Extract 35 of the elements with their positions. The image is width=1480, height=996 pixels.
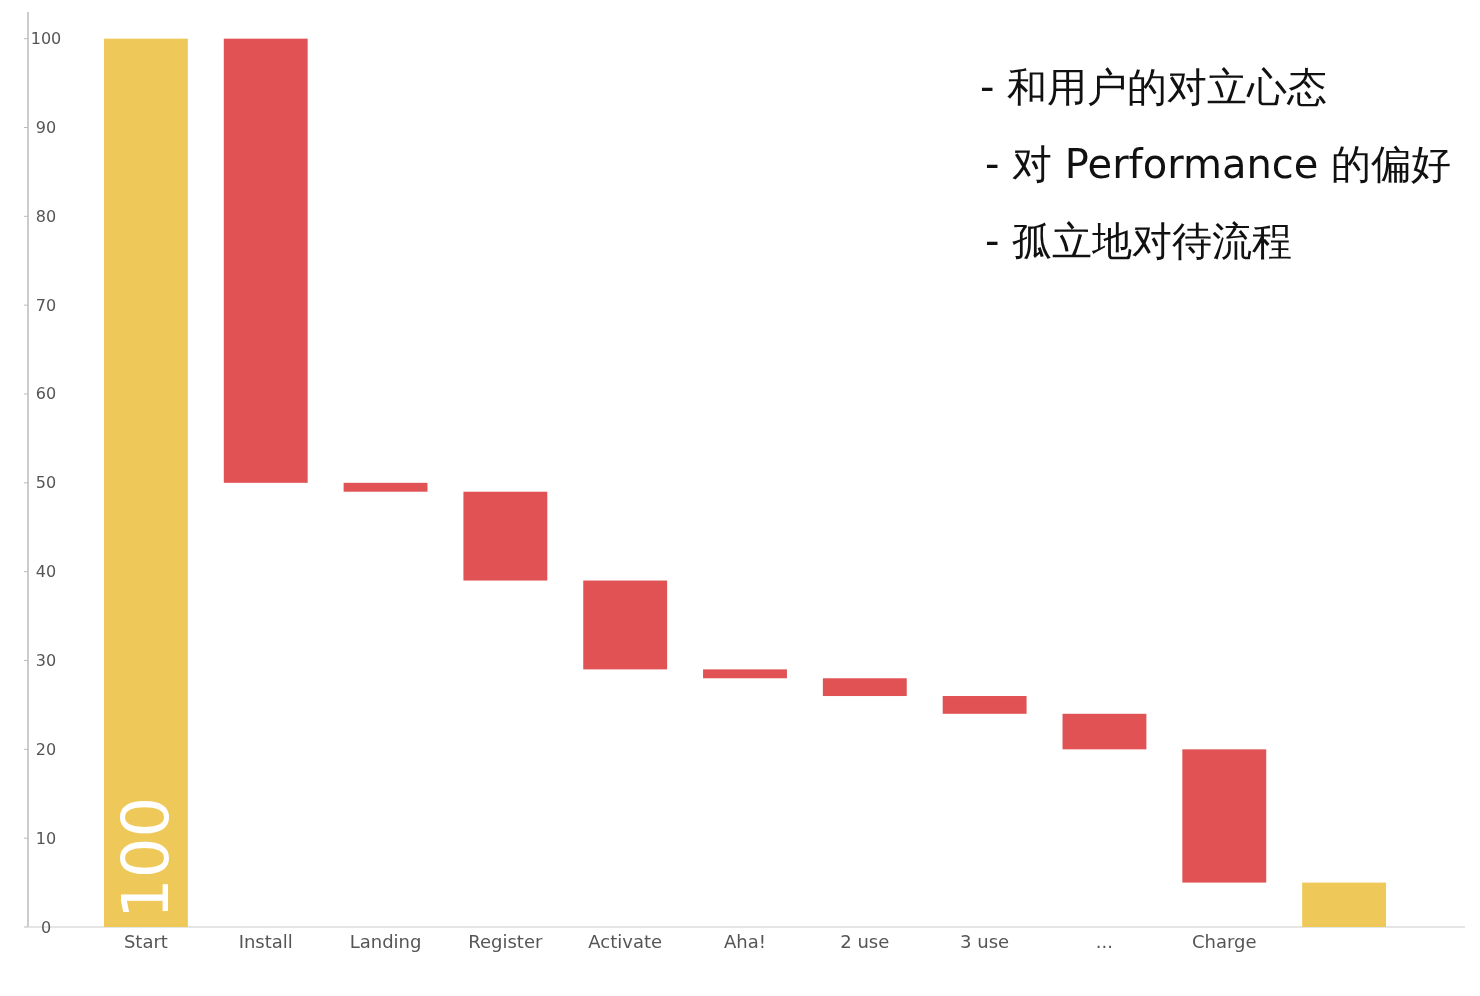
bar bbox=[1062, 713, 1147, 750]
x-tick-label: Charge bbox=[1191, 930, 1257, 952]
x-tick-label: 3 use bbox=[960, 930, 1010, 952]
bar bbox=[942, 696, 1027, 714]
y-tick-label: 10 bbox=[35, 828, 57, 848]
y-tick-label: 90 bbox=[35, 117, 57, 137]
y-tick-label: 80 bbox=[35, 206, 57, 226]
y-tick-label: 0 bbox=[40, 917, 52, 937]
bar bbox=[223, 38, 308, 483]
bar bbox=[822, 678, 907, 697]
bar bbox=[1182, 749, 1267, 883]
x-tick-label: ... bbox=[1095, 930, 1114, 952]
annotation: - 孤立地对待流程 bbox=[985, 218, 1293, 264]
annotation: - 和用户的对立心态 bbox=[980, 64, 1328, 110]
x-tick-label: Landing bbox=[349, 930, 422, 952]
bar bbox=[463, 491, 548, 581]
x-tick-label: Aha! bbox=[724, 930, 766, 952]
bar bbox=[1302, 882, 1387, 927]
annotation: - 对 Performance 的偏好 bbox=[985, 141, 1452, 187]
x-tick-label: 2 use bbox=[840, 930, 890, 952]
y-tick-label: 30 bbox=[35, 651, 57, 670]
y-tick-label: 50 bbox=[35, 473, 57, 493]
bar bbox=[583, 580, 668, 670]
y-tick-label: 20 bbox=[35, 739, 57, 759]
y-tick-label: 70 bbox=[35, 295, 57, 315]
bar bbox=[343, 482, 428, 492]
x-tick-label: Register bbox=[468, 930, 544, 952]
bar bbox=[103, 38, 188, 927]
y-tick-label: 60 bbox=[35, 384, 57, 404]
y-tick-label: 100 bbox=[30, 29, 62, 49]
x-tick-label: Activate bbox=[588, 930, 663, 952]
y-tick-label: 40 bbox=[35, 562, 57, 582]
x-tick-label: Install bbox=[238, 930, 293, 952]
bar bbox=[703, 669, 787, 679]
x-tick-label: Start bbox=[123, 930, 168, 952]
